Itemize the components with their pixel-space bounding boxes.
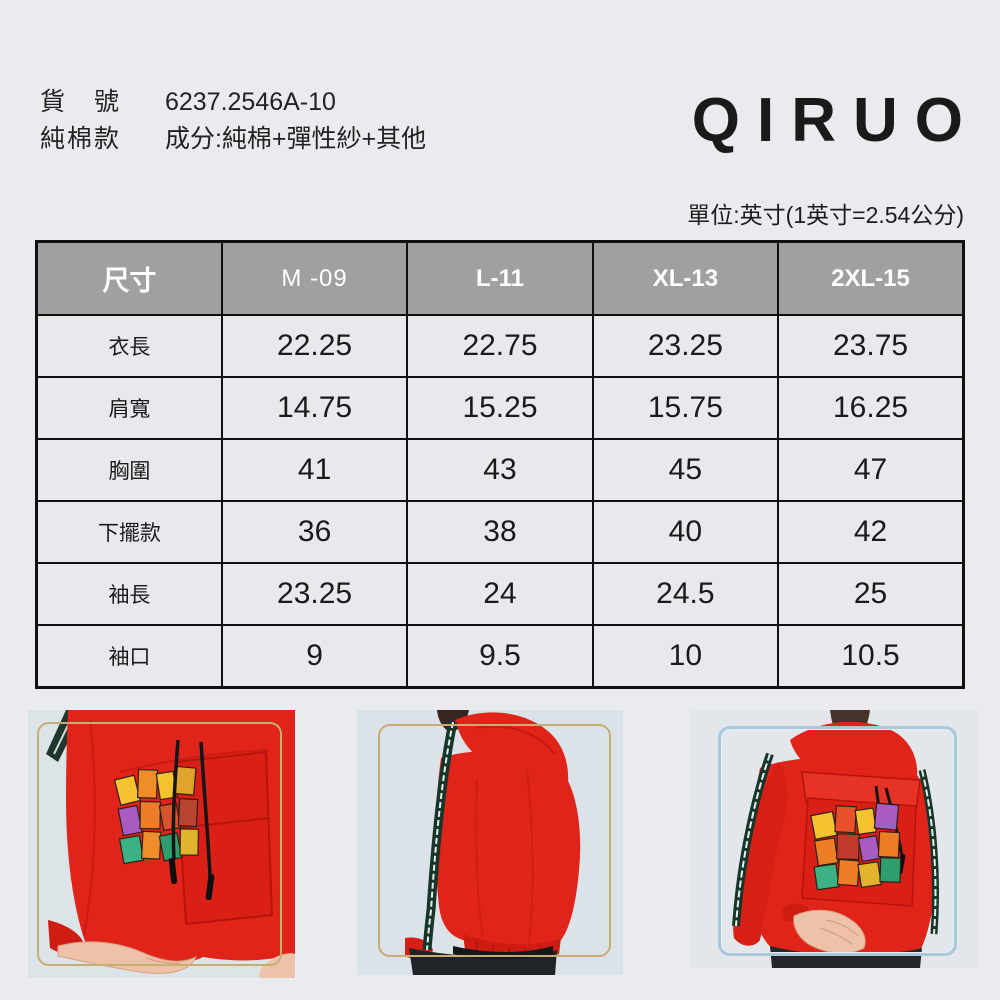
product-photo-side [357, 710, 623, 975]
size-value-cell: 43 [406, 438, 594, 502]
column-header-2xl: 2XL-15 [777, 240, 965, 316]
size-value-cell: 41 [220, 438, 409, 502]
column-header-xl: XL-13 [591, 240, 780, 316]
size-value-cell: 10.5 [777, 624, 965, 689]
size-value-cell: 9 [220, 624, 409, 689]
table-row: 袖長 23.25 24 24.5 25 [35, 562, 965, 626]
size-value-cell: 15.75 [591, 376, 780, 440]
variant-label: 純棉款 [40, 125, 122, 153]
column-header-size: 尺寸 [35, 240, 223, 316]
size-value-cell: 9.5 [406, 624, 594, 689]
size-value-cell: 25 [777, 562, 965, 626]
column-header-l: L-11 [406, 240, 594, 316]
table-row: 肩寬 14.75 15.25 15.75 16.25 [35, 376, 965, 440]
size-value-cell: 38 [406, 500, 594, 564]
product-code-label: 貨 號 [40, 88, 122, 116]
size-value-cell: 24.5 [591, 562, 780, 626]
product-code-line: 貨 號 6237.2546A-10 [40, 84, 426, 121]
hoodie-side-illustration [357, 710, 623, 975]
row-header: 袖口 [35, 624, 223, 689]
table-row: 衣長 22.25 22.75 23.25 23.75 [35, 314, 965, 378]
row-header: 肩寬 [35, 376, 223, 440]
brand-logo: QIRUO [691, 86, 980, 155]
row-header: 胸圍 [35, 438, 223, 502]
size-value-cell: 24 [406, 562, 594, 626]
table-row: 下擺款 36 38 40 42 [35, 500, 965, 564]
unit-note: 單位:英寸(1英寸=2.54公分) [687, 202, 964, 228]
composition-text: 成分:純棉+彈性紗+其他 [164, 125, 427, 153]
size-value-cell: 40 [591, 500, 780, 564]
size-value-cell: 23.25 [591, 314, 780, 378]
product-photo-three-quarter [690, 710, 978, 968]
column-header-m: M -09 [220, 240, 409, 316]
size-value-cell: 22.75 [406, 314, 594, 378]
size-value-cell: 23.75 [777, 314, 965, 378]
size-table: 尺寸 M -09 L-11 XL-13 2XL-15 衣長 22.25 22.7… [35, 240, 965, 689]
row-header: 衣長 [35, 314, 223, 378]
size-value-cell: 45 [591, 438, 780, 502]
hoodie-three-quarter-illustration [690, 710, 978, 968]
size-value-cell: 47 [777, 438, 965, 502]
row-header: 下擺款 [35, 500, 223, 564]
hoodie-front-illustration [28, 710, 295, 978]
table-row: 袖口 9 9.5 10 10.5 [35, 624, 965, 689]
row-header: 袖長 [35, 562, 223, 626]
product-composition-line: 純棉款 成分:純棉+彈性紗+其他 [40, 121, 426, 158]
product-code-value: 6237.2546A-10 [164, 88, 336, 116]
table-row: 胸圍 41 43 45 47 [35, 438, 965, 502]
size-value-cell: 15.25 [406, 376, 594, 440]
size-value-cell: 36 [220, 500, 409, 564]
size-value-cell: 10 [591, 624, 780, 689]
size-value-cell: 16.25 [777, 376, 965, 440]
size-value-cell: 42 [777, 500, 965, 564]
size-value-cell: 22.25 [220, 314, 409, 378]
size-table-header-row: 尺寸 M -09 L-11 XL-13 2XL-15 [35, 240, 965, 316]
size-value-cell: 23.25 [220, 562, 409, 626]
product-photo-front [28, 710, 295, 978]
size-value-cell: 14.75 [220, 376, 409, 440]
product-info: 貨 號 6237.2546A-10 純棉款 成分:純棉+彈性紗+其他 [40, 84, 426, 158]
